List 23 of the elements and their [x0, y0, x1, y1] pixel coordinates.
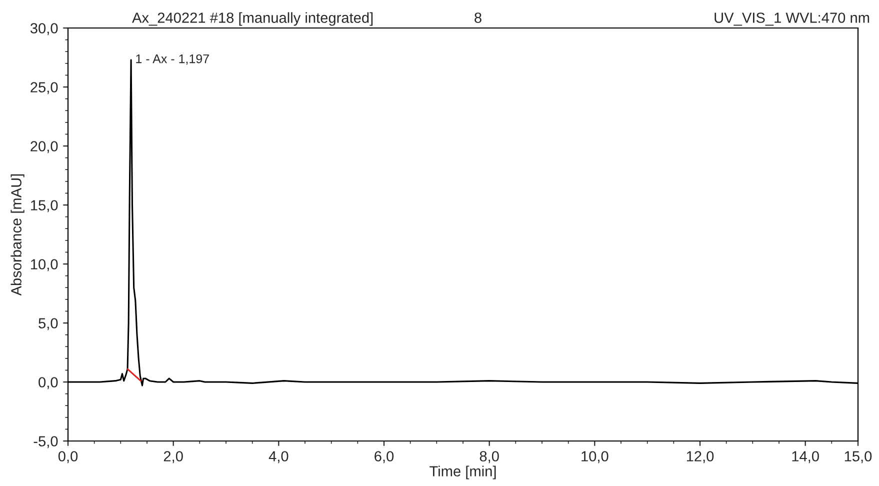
y-tick-label: 15,0 [31, 200, 58, 212]
x-tick-label: 8,0 [480, 451, 499, 464]
y-axis-title: Absorbance [mAU] [10, 174, 24, 296]
annotation: 1 - Ax - 1,197 [136, 54, 209, 65]
y-tick-label: 30,0 [30, 23, 58, 36]
x-tick-label: 0,0 [58, 451, 78, 464]
y-tick-label: 25,0 [30, 82, 58, 94]
y-tick-label: 0,0 [38, 377, 58, 390]
text: 8 [474, 12, 482, 23]
text: UV_VIS_1 WVL:470 nm [714, 12, 870, 26]
x-tick-label: 6,0 [374, 451, 394, 464]
x-tick-label: 2,0 [164, 451, 183, 464]
x-tick-label: 10,0 [582, 451, 608, 464]
text: Ax_240221 #18 [manually integrated] [132, 12, 373, 26]
y-tick-label: 10,0 [31, 259, 58, 272]
y-tick-label: -5,0 [34, 436, 58, 448]
x-axis-title: Time [min] [430, 466, 496, 480]
y-tick-label: 20,0 [30, 141, 58, 154]
x-tick-label: 14,0 [792, 451, 819, 464]
x-tick-label: 15,0 [844, 451, 872, 464]
x-tick-label: 12,0 [686, 451, 714, 464]
x-tick-label: 4,0 [268, 451, 288, 464]
y-tick-label: 5,0 [38, 318, 58, 330]
